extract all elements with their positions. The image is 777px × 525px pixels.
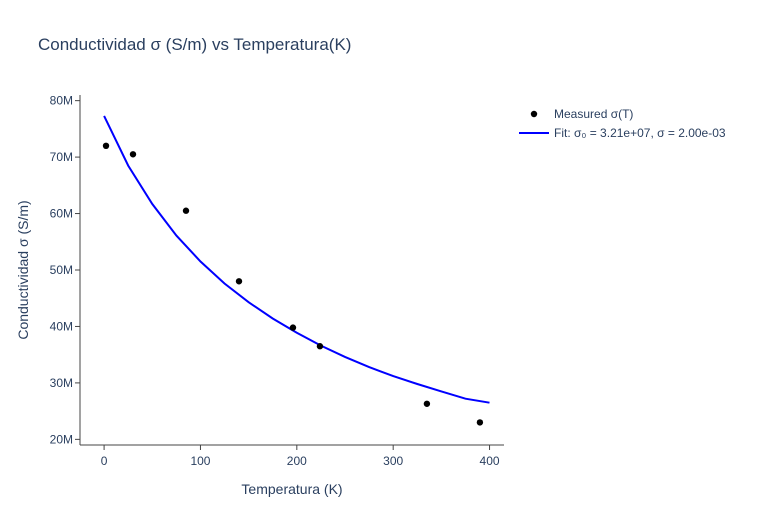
y-axis-title: Conductividad σ (S/m) bbox=[15, 200, 31, 339]
legend-label-fit: Fit: σ₀ = 3.21e+07, σ = 2.00e-03 bbox=[554, 126, 726, 140]
chart-title: Conductividad σ (S/m) vs Temperatura(K) bbox=[38, 35, 351, 54]
data-point bbox=[316, 343, 324, 350]
x-tick-label: 100 bbox=[190, 454, 210, 468]
legend-marker-measured bbox=[530, 110, 538, 118]
data-point bbox=[102, 142, 110, 150]
x-tick-label: 300 bbox=[383, 454, 403, 468]
x-tick-label: 400 bbox=[480, 454, 500, 468]
y-axis: 20M 30M 40M 50M 60M 70M 80M bbox=[50, 94, 81, 446]
data-point bbox=[476, 419, 484, 426]
x-axis-title: Temperatura (K) bbox=[241, 481, 342, 497]
y-tick-label: 80M bbox=[50, 94, 73, 108]
data-point bbox=[129, 151, 137, 158]
y-tick-label: 60M bbox=[50, 207, 73, 221]
y-tick-label: 20M bbox=[50, 432, 73, 446]
data-point bbox=[423, 400, 431, 407]
x-tick-label: 0 bbox=[101, 454, 108, 468]
y-tick-label: 50M bbox=[50, 263, 73, 277]
fit-line bbox=[103, 115, 490, 404]
y-tick-label: 40M bbox=[50, 319, 73, 333]
y-tick-label: 70M bbox=[50, 150, 73, 164]
legend-label-measured: Measured σ(T) bbox=[554, 107, 633, 121]
y-tick-label: 30M bbox=[50, 376, 73, 390]
plot-area bbox=[102, 115, 490, 426]
x-tick-label: 200 bbox=[287, 454, 307, 468]
legend: Measured σ(T) Fit: σ₀ = 3.21e+07, σ = 2.… bbox=[519, 107, 726, 140]
data-point bbox=[289, 324, 297, 331]
data-point bbox=[182, 207, 190, 214]
x-axis: 0 100 200 300 400 bbox=[80, 444, 504, 468]
data-point bbox=[235, 278, 243, 285]
